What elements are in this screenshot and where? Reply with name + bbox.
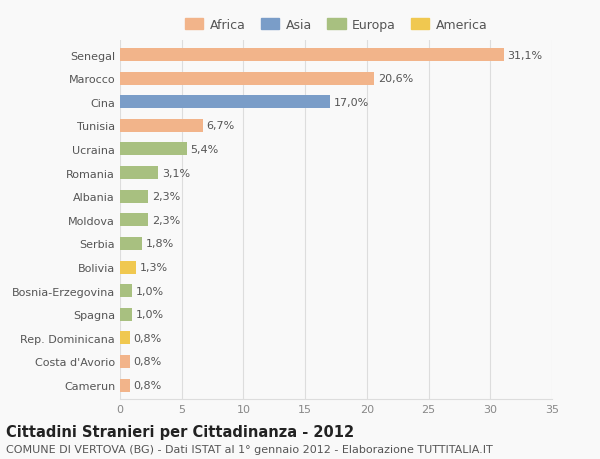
Text: COMUNE DI VERTOVA (BG) - Dati ISTAT al 1° gennaio 2012 - Elaborazione TUTTITALIA: COMUNE DI VERTOVA (BG) - Dati ISTAT al 1… [6,444,493,454]
Bar [120,96,330,109]
Text: 1,0%: 1,0% [136,286,164,296]
Text: 2,3%: 2,3% [152,215,181,225]
Text: 5,4%: 5,4% [190,145,218,155]
Text: 31,1%: 31,1% [508,50,542,61]
Text: 17,0%: 17,0% [334,98,369,107]
Bar [120,261,136,274]
Text: 0,8%: 0,8% [134,380,162,390]
Bar [120,308,133,321]
Text: 0,8%: 0,8% [134,357,162,367]
Bar [120,143,187,156]
Text: 20,6%: 20,6% [378,74,413,84]
Text: 0,8%: 0,8% [134,333,162,343]
Bar [120,120,203,133]
Bar [120,285,133,297]
Text: 1,3%: 1,3% [140,263,168,273]
Text: 6,7%: 6,7% [206,121,235,131]
Bar [120,214,148,227]
Bar [120,379,130,392]
Text: 2,3%: 2,3% [152,192,181,202]
Text: Cittadini Stranieri per Cittadinanza - 2012: Cittadini Stranieri per Cittadinanza - 2… [6,425,354,440]
Bar [120,190,148,203]
Bar [120,73,374,85]
Bar [120,237,142,250]
Text: 3,1%: 3,1% [162,168,190,178]
Bar [120,331,130,345]
Legend: Africa, Asia, Europa, America: Africa, Asia, Europa, America [185,18,487,32]
Text: 1,8%: 1,8% [146,239,174,249]
Bar [120,355,130,368]
Bar [120,167,158,179]
Bar [120,49,504,62]
Text: 1,0%: 1,0% [136,309,164,319]
